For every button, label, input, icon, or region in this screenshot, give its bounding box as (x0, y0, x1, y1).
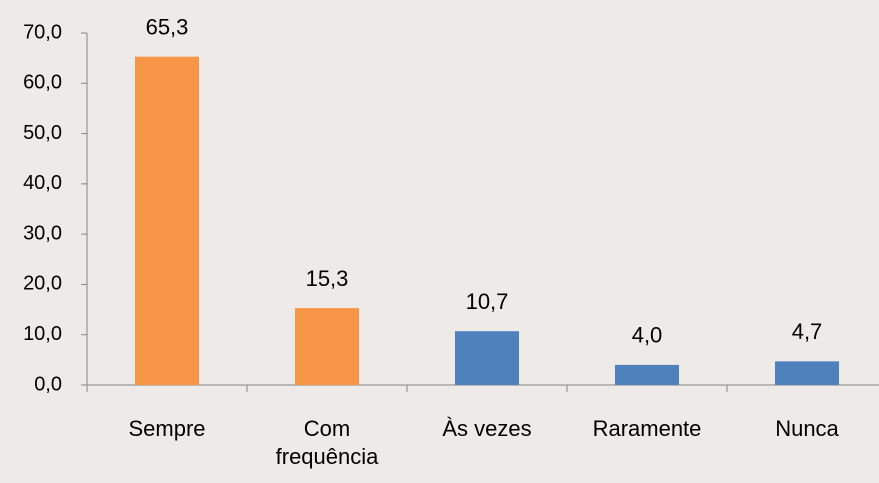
value-label: 10,7 (466, 289, 509, 314)
x-tick-label: Sempre (128, 416, 206, 441)
y-tick-label: 70,0 (23, 21, 62, 43)
y-tick-label: 10,0 (23, 323, 62, 345)
bar (775, 361, 839, 385)
y-tick-label: 60,0 (23, 72, 62, 94)
y-tick-label: 20,0 (23, 273, 62, 295)
bar (295, 308, 359, 385)
value-label: 15,3 (306, 266, 349, 291)
y-tick-label: 50,0 (23, 122, 62, 144)
bar (135, 56, 199, 386)
x-tick-label: Com frequência (275, 416, 379, 469)
y-tick-label: 40,0 (23, 172, 62, 194)
y-tick-label: 0,0 (34, 373, 62, 395)
value-label: 4,7 (792, 319, 823, 344)
y-tick-label: 30,0 (23, 222, 62, 244)
bar (455, 331, 519, 385)
value-label: 65,3 (146, 14, 189, 39)
bar (615, 364, 679, 385)
x-tick-label: Raramente (592, 416, 702, 441)
value-label: 4,0 (632, 323, 663, 348)
x-tick-label: Às vezes (442, 416, 532, 441)
x-tick-label: Nunca (775, 416, 839, 441)
